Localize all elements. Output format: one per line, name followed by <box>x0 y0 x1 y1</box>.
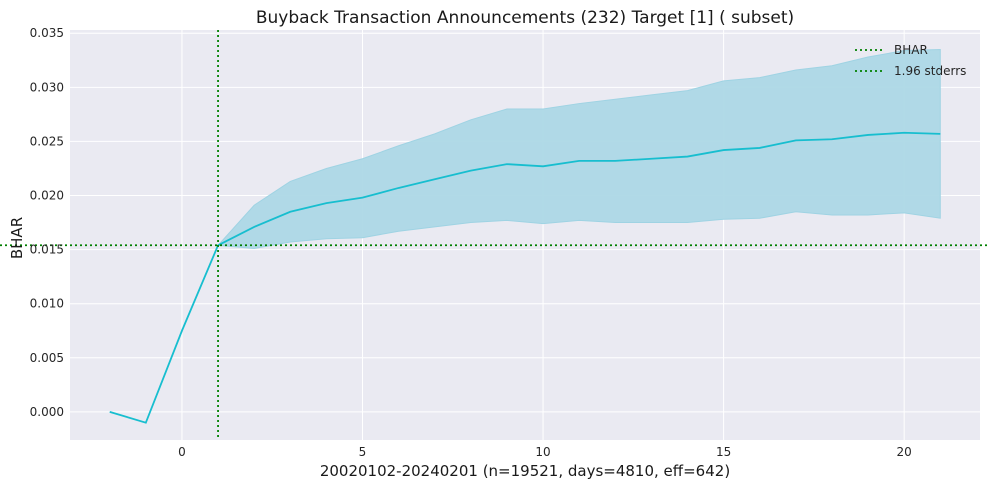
y-tick-label: 0.030 <box>30 80 64 94</box>
y-tick-label: 0.000 <box>30 405 64 419</box>
tick-labels: 0 5 10 15 20 0.000 0.005 0.010 0.015 0.020 0.025 0.… <box>30 26 912 459</box>
x-tick-label: 15 <box>716 445 731 459</box>
y-tick-label: 0.020 <box>30 189 64 203</box>
x-axis-label: 20020102-20240201 (n=19521, days=4810, e… <box>320 462 730 480</box>
x-tick-label: 20 <box>897 445 912 459</box>
x-tick-label: 10 <box>535 445 550 459</box>
series-layer <box>109 131 941 424</box>
y-tick-label: 0.015 <box>30 243 64 257</box>
reference-lines <box>0 30 990 440</box>
legend-label-bhar: BHAR <box>894 43 928 57</box>
chart-title: Buyback Transaction Announcements (232) … <box>256 8 794 28</box>
y-tick-label: 0.005 <box>30 351 64 365</box>
x-tick-label: 5 <box>359 445 367 459</box>
y-tick-label: 0.010 <box>30 297 64 311</box>
y-tick-label: 0.025 <box>30 134 64 148</box>
legend: BHAR 1.96 stderrs <box>855 43 966 78</box>
x-tick-label: 0 <box>178 445 186 459</box>
series-line-bhar <box>109 131 941 424</box>
legend-label-stderrs: 1.96 stderrs <box>894 64 966 78</box>
y-axis-label: BHAR <box>8 217 26 259</box>
y-tick-label: 0.035 <box>30 26 64 40</box>
